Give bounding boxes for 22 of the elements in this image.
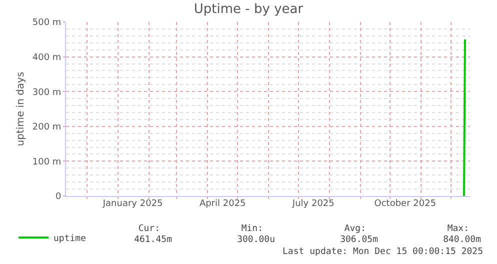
- y-tick-label: 400 m: [32, 52, 62, 63]
- text: Cur:: [138, 224, 160, 234]
- chart-title: Uptime - by year: [194, 2, 304, 18]
- x-tick-label: July 2025: [291, 199, 334, 209]
- y-tick-label: 300 m: [32, 88, 62, 98]
- y-tick-label: 100 m: [32, 157, 62, 168]
- x-tick-label: April 2025: [199, 199, 246, 209]
- x-tick-label: January 2025: [102, 199, 163, 209]
- text: 840.00m: [443, 235, 481, 245]
- legend-label: uptime: [53, 234, 86, 244]
- y-tick-label: 0: [55, 192, 62, 202]
- text: Min:: [241, 224, 263, 234]
- text: Max:: [447, 224, 469, 234]
- text: 461.45m: [134, 235, 172, 245]
- y-axis-title: uptime in days: [15, 72, 26, 146]
- text: 300.00u: [237, 235, 275, 245]
- text: Last update: Mon Dec 15 00:00:15 2025: [282, 247, 483, 257]
- x-tick-label: October 2025: [374, 199, 436, 209]
- y-tick-label: 200 m: [32, 122, 62, 133]
- text: 306.05m: [340, 235, 378, 245]
- text: Avg:: [344, 224, 366, 234]
- y-tick-label: 500 m: [32, 18, 62, 28]
